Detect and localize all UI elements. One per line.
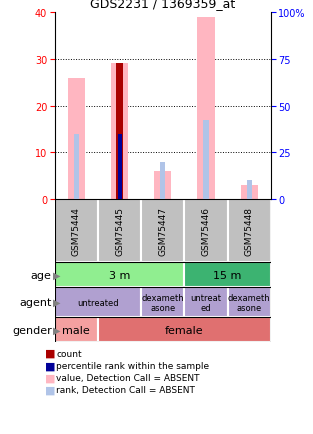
Text: percentile rank within the sample: percentile rank within the sample <box>56 361 209 370</box>
Text: ■: ■ <box>45 349 56 358</box>
Text: dexameth
asone: dexameth asone <box>141 293 184 312</box>
Text: untreat
ed: untreat ed <box>190 293 222 312</box>
Text: dexameth
asone: dexameth asone <box>228 293 270 312</box>
Bar <box>55 263 184 288</box>
Text: ■: ■ <box>45 361 56 370</box>
Text: female: female <box>165 325 204 335</box>
Bar <box>184 200 228 263</box>
Bar <box>228 288 271 317</box>
Bar <box>111 64 128 200</box>
Bar <box>154 171 172 200</box>
Text: gender: gender <box>12 325 52 335</box>
Text: agent: agent <box>19 298 52 307</box>
Text: male: male <box>63 325 90 335</box>
Text: age: age <box>31 270 52 280</box>
Text: untreated: untreated <box>77 298 119 307</box>
Bar <box>98 317 271 342</box>
Text: ■: ■ <box>45 373 56 382</box>
Bar <box>55 200 98 263</box>
Text: ▶: ▶ <box>53 298 61 307</box>
Text: ▶: ▶ <box>53 325 61 335</box>
Bar <box>68 78 85 200</box>
Text: value, Detection Call = ABSENT: value, Detection Call = ABSENT <box>56 373 200 382</box>
Text: rank, Detection Call = ABSENT: rank, Detection Call = ABSENT <box>56 385 195 394</box>
Text: 15 m: 15 m <box>213 270 242 280</box>
Bar <box>197 18 215 200</box>
Bar <box>228 200 271 263</box>
Bar <box>203 120 208 200</box>
Text: ■: ■ <box>45 385 56 395</box>
Bar <box>55 317 98 342</box>
Text: ▶: ▶ <box>53 270 61 280</box>
Bar <box>98 200 141 263</box>
Bar <box>74 135 79 200</box>
Bar <box>118 135 121 200</box>
Bar <box>55 288 141 317</box>
Text: count: count <box>56 349 82 358</box>
Text: GSM75447: GSM75447 <box>158 207 167 256</box>
Title: GDS2231 / 1369359_at: GDS2231 / 1369359_at <box>90 0 235 10</box>
Bar <box>184 263 271 288</box>
Bar <box>184 288 228 317</box>
Bar <box>141 288 184 317</box>
Text: GSM75448: GSM75448 <box>245 207 254 256</box>
Bar <box>247 181 252 200</box>
Bar <box>116 64 123 200</box>
Text: GSM75446: GSM75446 <box>202 207 210 256</box>
Text: GSM75444: GSM75444 <box>72 207 81 256</box>
Bar <box>160 162 165 200</box>
Bar <box>141 200 184 263</box>
Text: 3 m: 3 m <box>109 270 130 280</box>
Bar <box>240 186 258 200</box>
Text: GSM75445: GSM75445 <box>115 207 124 256</box>
Bar <box>117 135 122 200</box>
